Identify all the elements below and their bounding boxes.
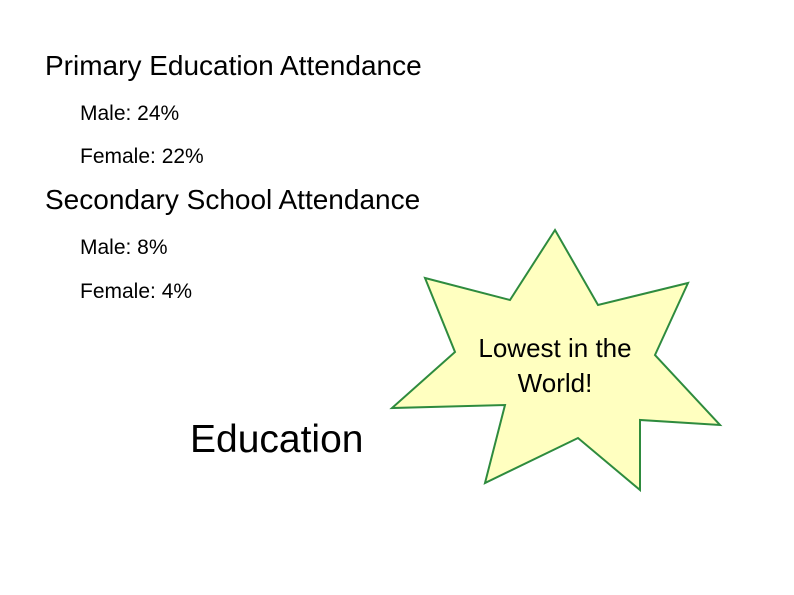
sub-bullet: Male: 8% bbox=[80, 236, 168, 259]
callout-line: World! bbox=[517, 368, 593, 398]
star bbox=[389, 228, 723, 493]
sub-bullet: Female: 22% bbox=[80, 145, 204, 168]
bullet: Primary Education Attendance bbox=[45, 50, 422, 81]
sub-bullet: Female: 4% bbox=[80, 280, 193, 303]
sub-bullet: Male: 24% bbox=[80, 102, 180, 125]
slide-title: Education bbox=[190, 418, 364, 461]
callout-line: Lowest in the bbox=[478, 333, 632, 363]
bullet: Secondary School Attendance bbox=[45, 184, 421, 215]
